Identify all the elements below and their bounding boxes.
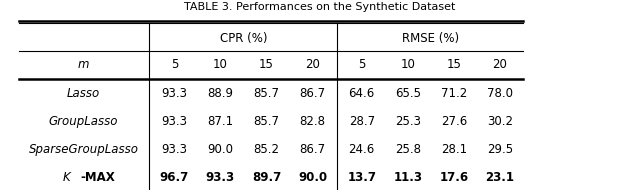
Text: 78.0: 78.0 (487, 87, 513, 100)
Text: 20: 20 (493, 59, 508, 71)
Text: 88.9: 88.9 (207, 87, 234, 100)
Text: 85.7: 85.7 (253, 115, 280, 128)
Text: 5: 5 (171, 59, 178, 71)
Text: 86.7: 86.7 (300, 143, 326, 156)
Text: 90.0: 90.0 (207, 143, 234, 156)
Text: 93.3: 93.3 (161, 143, 188, 156)
Text: 23.1: 23.1 (486, 171, 515, 184)
Text: CPR (%): CPR (%) (220, 32, 268, 45)
Text: 64.6: 64.6 (349, 87, 375, 100)
Text: 89.7: 89.7 (252, 171, 281, 184)
Text: 71.2: 71.2 (441, 87, 467, 100)
Text: 27.6: 27.6 (441, 115, 467, 128)
Text: 25.8: 25.8 (395, 143, 421, 156)
Text: 90.0: 90.0 (298, 171, 327, 184)
Text: Lasso: Lasso (67, 87, 100, 100)
Text: 96.7: 96.7 (160, 171, 189, 184)
Text: 93.3: 93.3 (161, 87, 188, 100)
Text: 87.1: 87.1 (207, 115, 234, 128)
Text: 85.2: 85.2 (253, 143, 280, 156)
Text: 25.3: 25.3 (395, 115, 421, 128)
Text: 93.3: 93.3 (206, 171, 235, 184)
Text: $m$: $m$ (77, 59, 90, 71)
Text: RMSE (%): RMSE (%) (403, 32, 460, 45)
Text: TABLE 3. Performances on the Synthetic Dataset: TABLE 3. Performances on the Synthetic D… (184, 2, 456, 12)
Text: 93.3: 93.3 (161, 115, 188, 128)
Text: 5: 5 (358, 59, 365, 71)
Text: SparseGroupLasso: SparseGroupLasso (29, 143, 139, 156)
Text: 10: 10 (213, 59, 228, 71)
Text: 28.7: 28.7 (349, 115, 375, 128)
Text: $K$: $K$ (63, 171, 73, 184)
Text: 10: 10 (401, 59, 415, 71)
Text: 29.5: 29.5 (487, 143, 513, 156)
Text: -MAX: -MAX (81, 171, 115, 184)
Text: 65.5: 65.5 (395, 87, 421, 100)
Text: GroupLasso: GroupLasso (49, 115, 118, 128)
Text: 24.6: 24.6 (349, 143, 375, 156)
Text: 13.7: 13.7 (348, 171, 376, 184)
Text: 11.3: 11.3 (394, 171, 422, 184)
Text: 85.7: 85.7 (253, 87, 280, 100)
Text: 17.6: 17.6 (439, 171, 468, 184)
Text: 82.8: 82.8 (300, 115, 326, 128)
Text: 30.2: 30.2 (487, 115, 513, 128)
Text: 28.1: 28.1 (441, 143, 467, 156)
Text: 15: 15 (447, 59, 461, 71)
Text: 15: 15 (259, 59, 274, 71)
Text: 20: 20 (305, 59, 320, 71)
Text: 86.7: 86.7 (300, 87, 326, 100)
